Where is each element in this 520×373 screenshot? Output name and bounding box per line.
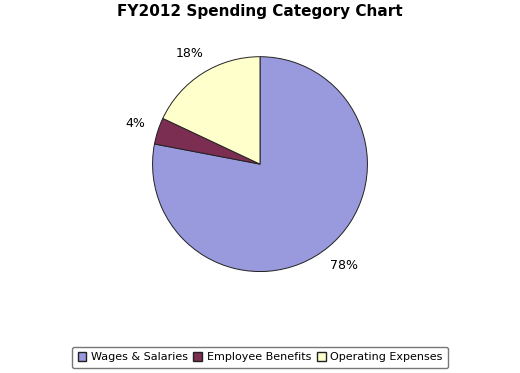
Text: 78%: 78% <box>330 258 358 272</box>
Wedge shape <box>163 57 260 164</box>
Text: 18%: 18% <box>176 47 204 60</box>
Wedge shape <box>154 118 260 164</box>
Text: 4%: 4% <box>125 117 145 130</box>
Wedge shape <box>152 57 368 272</box>
Title: FY2012 Spending Category Chart: FY2012 Spending Category Chart <box>117 4 403 19</box>
Legend: Wages & Salaries, Employee Benefits, Operating Expenses: Wages & Salaries, Employee Benefits, Ope… <box>72 347 448 368</box>
